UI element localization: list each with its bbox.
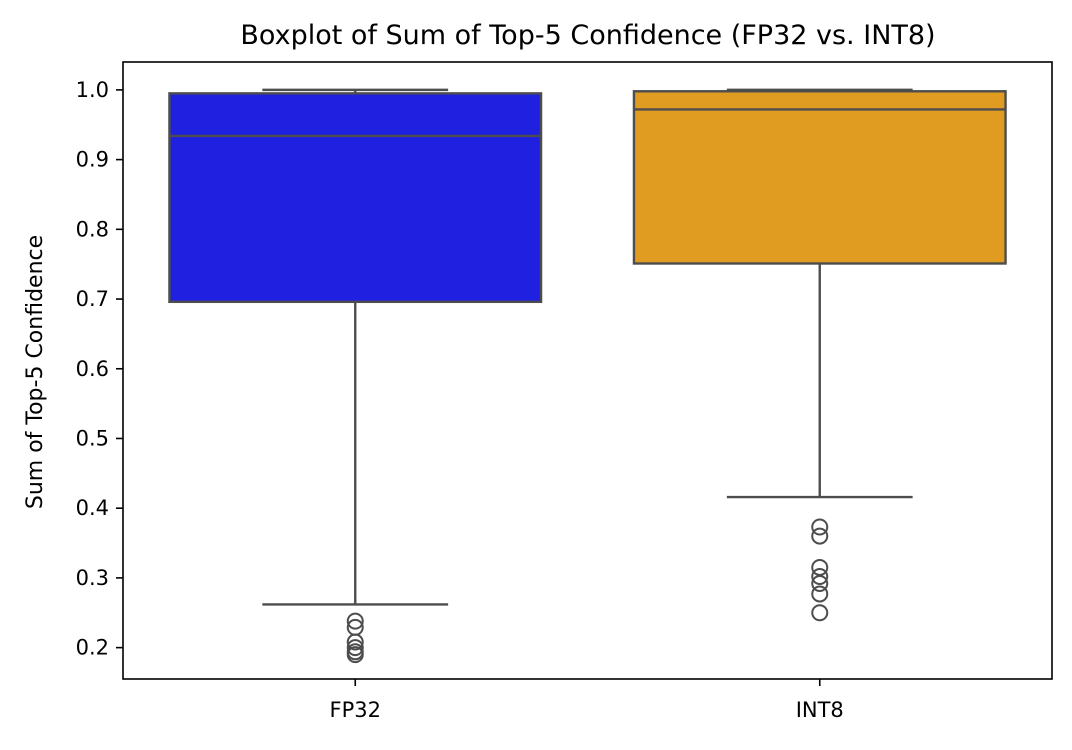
outlier-point	[811, 527, 829, 545]
y-tick-label: 0.2	[76, 636, 109, 660]
x-axis-ticks: FP32 INT8	[330, 679, 844, 722]
y-axis-ticks: 0.2 0.3 0.4 0.5 0.6 0.7 0.8 0.9 1.0	[76, 78, 123, 660]
x-tick-label: FP32	[330, 698, 381, 722]
box-fp32	[168, 88, 543, 664]
outlier-point	[346, 612, 364, 630]
outlier-point	[811, 585, 829, 603]
outlier-point	[346, 646, 364, 664]
y-tick-label: 0.3	[76, 566, 109, 590]
box-int8	[632, 88, 1007, 622]
plot-frame	[122, 61, 1053, 680]
chart-title: Boxplot of Sum of Top-5 Confidence (FP32…	[240, 20, 935, 51]
outlier-point	[811, 568, 829, 586]
y-tick-label: 0.6	[76, 357, 109, 381]
outlier-point	[811, 518, 829, 536]
outlier-point	[346, 639, 364, 657]
y-tick-label: 0.7	[76, 287, 109, 311]
x-tick-label: INT8	[796, 698, 844, 722]
y-axis-label: Sum of Top-5 Confidence	[23, 235, 48, 509]
plot-area	[168, 88, 1007, 664]
outlier-point	[811, 604, 829, 622]
y-tick-label: 0.5	[76, 426, 109, 450]
y-tick-label: 0.8	[76, 217, 109, 241]
iqr-box	[632, 90, 1007, 265]
iqr-box	[168, 92, 543, 304]
y-tick-label: 1.0	[76, 78, 109, 102]
outlier-point	[346, 633, 364, 651]
outlier-point	[811, 558, 829, 576]
outlier-point	[811, 574, 829, 592]
y-tick-label: 0.9	[76, 148, 109, 172]
y-tick-label: 0.4	[76, 496, 109, 520]
